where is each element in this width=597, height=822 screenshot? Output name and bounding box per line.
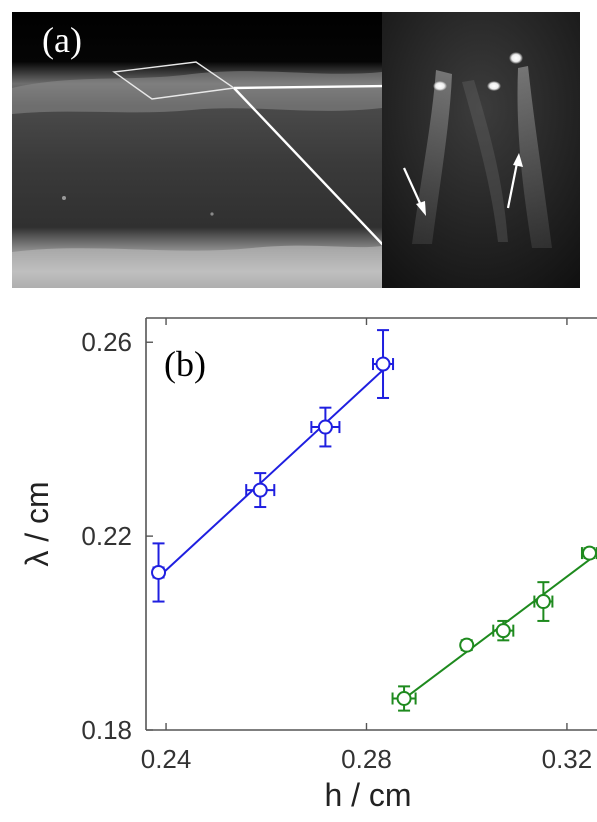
data-point-series-2 [492,619,515,642]
zoom-connector-bottom [233,87,385,247]
panel-label-a: (a) [42,20,82,60]
arrowhead-down [416,201,426,216]
fit-line-series-1 [157,369,384,578]
marker-circle [151,564,167,580]
y-axis-label: λ / cm [19,481,55,566]
marker-circle [375,356,391,372]
marker-circle [396,690,412,706]
panel-label-b: (b) [164,344,206,384]
data-point-series-2 [391,685,417,712]
data-point-series-2 [459,637,475,653]
x-tick-label: 0.32 [542,744,593,774]
marker-circle [581,545,597,561]
data-point-series-2 [533,581,554,622]
chart-panel-b: 0.24 0.28 0.32 0.18 0.22 0.26 (b) h / cm λ / … [19,317,597,813]
marker-circle [252,482,268,498]
channel-bottom-edge [12,245,382,288]
zoom-inset [382,12,588,288]
x-tick-label: 0.28 [341,744,392,774]
marker-circle [317,419,333,435]
x-tick-label: 0.24 [141,744,192,774]
arrowhead-up [513,153,523,167]
marker-circle [535,594,551,610]
data-point-series-2 [580,545,597,561]
data-point-series-1 [372,329,395,399]
data-point-series-1 [245,472,276,509]
y-tick-label: 0.26 [81,327,132,357]
y-tick-label: 0.22 [81,521,132,551]
x-axis-label: h / cm [324,777,411,813]
data-point-series-1 [310,406,341,448]
flow-arrow-up [506,157,520,209]
data-point-series-1 [151,542,167,603]
marker-circle [459,637,475,653]
debris-speck [62,196,66,200]
debris-speck [210,212,214,216]
y-tick-label: 0.18 [81,715,132,745]
marker-circle [495,623,511,639]
zoom-connector-top [233,84,385,90]
photo-panel-a: (a) [12,12,588,288]
